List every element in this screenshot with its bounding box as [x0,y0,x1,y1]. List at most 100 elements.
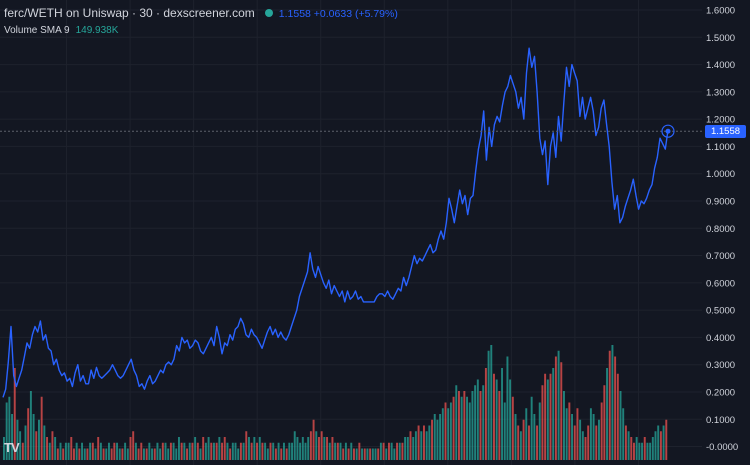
volume-bar [196,442,199,460]
volume-bar [579,419,582,460]
volume-bar [635,437,638,460]
volume-bar [439,414,442,460]
volume-bar [355,448,358,460]
volume-bar [455,385,458,460]
volume-bar [541,385,544,460]
volume-bars [3,345,668,460]
volume-bar [188,442,191,460]
volume-bar [498,391,501,460]
volume-bar [261,442,264,460]
volume-bar [301,437,304,460]
volume-bar [194,437,197,460]
volume-bar [522,419,525,460]
volume-bar [641,442,644,460]
volume-bar [89,442,92,460]
volume-bar [425,431,428,460]
volume-bar [245,431,248,460]
volume-bar [433,414,436,460]
volume-bar [167,448,170,460]
price-tick-label: 1.2000 [706,115,735,126]
volume-bar [323,437,326,460]
price-tick-label: 0.8000 [706,224,735,235]
volume-bar [145,448,148,460]
volume-bar [153,448,156,460]
volume-bar [59,442,62,460]
price-tick-label: 0.6000 [706,278,735,289]
volume-bar [156,442,159,460]
volume-bar [304,442,307,460]
price-tick-label: 0.7000 [706,251,735,262]
volume-bar [64,442,67,460]
volume-bar [654,431,657,460]
volume-bar [501,368,504,460]
volume-bar [544,373,547,460]
volume-bar [309,431,312,460]
price-tick-label: 1.4000 [706,60,735,71]
volume-bar [358,442,361,460]
volume-bar [43,425,46,460]
volume-bar [342,448,345,460]
volume-bar [503,402,506,460]
volume-bar [248,437,250,460]
price-tick-label: 0.2000 [706,387,735,398]
volume-bar [509,379,512,460]
volume-bar [659,431,662,460]
volume-bar [417,425,420,460]
volume-bar [283,442,285,460]
price-tick-label: 1.0000 [706,169,735,180]
volume-bar [277,442,280,460]
volume-bar [191,442,194,460]
volume-bar [328,442,331,460]
volume-bar [576,408,579,460]
volume-bar [48,442,51,460]
volume-bar [573,425,576,460]
volume-bar [350,442,353,460]
price-grid [0,0,702,465]
volume-bar [476,379,479,460]
volume-bar [151,448,154,460]
volume-bar [441,408,444,460]
volume-bar [484,368,487,460]
volume-bar [388,442,390,460]
volume-bar [13,368,16,460]
price-tick-label: 0.3000 [706,360,735,371]
volume-bar [436,419,439,460]
volume-bar [616,373,619,460]
volume-bar [490,345,493,460]
volume-bar [299,442,302,460]
volume-bar [633,442,635,460]
volume-bar [164,442,167,460]
volume-bar [94,448,97,460]
volume-bar [495,379,498,460]
price-tick-label: 1.1000 [706,142,735,153]
volume-bar [183,442,186,460]
volume-bar [296,437,299,460]
chart-legend: ferc/WETH on Uniswap · 30 · dexscreener.… [4,6,398,20]
volume-bar [159,448,162,460]
tradingview-logo-icon[interactable]: TV [4,440,20,455]
volume-bar [514,414,517,460]
volume-bar [374,448,377,460]
volume-bar [506,356,509,460]
volume-bar [646,442,649,460]
volume-bar [110,448,113,460]
volume-bar [175,448,178,460]
volume-bar [627,431,630,460]
volume-bar [223,437,226,460]
volume-bar [21,442,24,460]
volume-bar [458,391,460,460]
last-price-dot [665,128,671,134]
volume-bar [70,437,73,460]
volume-bar [218,437,221,460]
volume-bar [269,442,272,460]
volume-bar [536,425,539,460]
volume-bar [377,448,380,460]
volume-bar [361,448,364,460]
volume-bar [552,368,555,460]
volume-bar [525,408,528,460]
volume-bar [210,442,213,460]
volume-bar [404,437,407,460]
volume-bar [649,442,652,460]
volume-bar [288,442,291,460]
